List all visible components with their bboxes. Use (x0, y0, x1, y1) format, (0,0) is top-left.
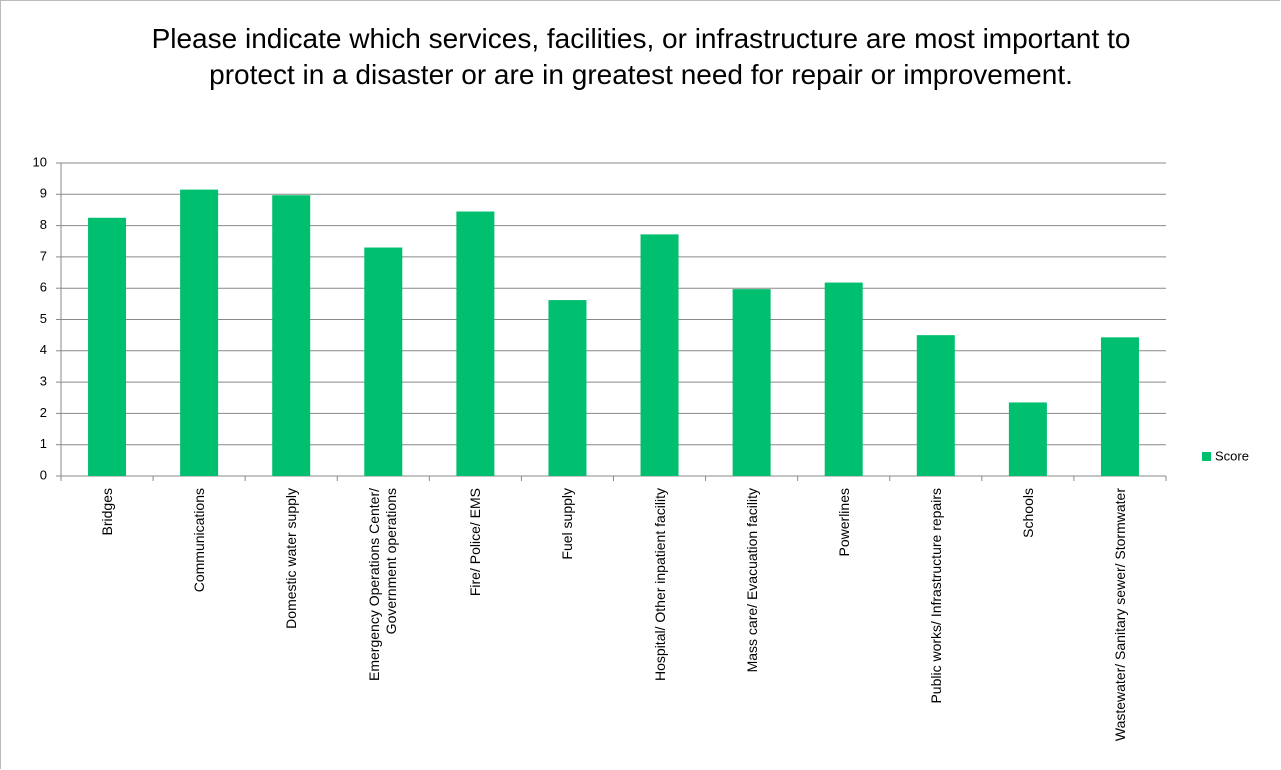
y-tick-label: 9 (40, 186, 47, 201)
bar (824, 282, 863, 476)
y-tick-label: 7 (40, 248, 47, 263)
x-tick-label: Emergency Operations Center/ Government … (366, 488, 400, 681)
y-tick-label: 1 (40, 436, 47, 451)
x-tick-label: Wastewater/ Sanitary sewer/ Stormwater (1111, 488, 1128, 742)
x-tick-label: Mass care/ Evacuation facility (743, 488, 760, 673)
bar (88, 217, 127, 476)
y-tick-label: 6 (40, 280, 47, 295)
bar (1008, 402, 1047, 476)
x-tick-label: Schools (1019, 488, 1036, 538)
bar (640, 234, 679, 476)
x-tick-label: Fuel supply (558, 488, 575, 560)
legend-label: Score (1215, 448, 1249, 463)
bar (548, 300, 587, 476)
bar (916, 335, 955, 476)
x-tick-label: Public works/ Infrastructure repairs (927, 488, 944, 704)
chart-title: Please indicate which services, faciliti… (151, 23, 1131, 90)
x-tick-label: Hospital/ Other inpatient facility (651, 488, 668, 681)
y-tick-label: 3 (40, 374, 47, 389)
y-tick-label: 4 (40, 342, 47, 357)
bar (364, 247, 403, 476)
bar (1100, 337, 1139, 476)
y-tick-label: 2 (40, 405, 47, 420)
legend-swatch (1202, 452, 1211, 461)
x-tick-label: Bridges (98, 488, 115, 536)
y-tick-label: 5 (40, 311, 47, 326)
bar (456, 211, 495, 476)
bar (272, 195, 311, 476)
x-tick-label: Fire/ Police/ EMS (466, 488, 483, 597)
x-tick-label: Communications (190, 488, 207, 593)
bar (180, 189, 219, 477)
bar (732, 289, 771, 476)
x-tick-label: Powerlines (835, 488, 852, 557)
y-tick-label: 8 (40, 217, 47, 232)
x-tick-label: Domestic water supply (282, 488, 299, 629)
y-tick-label: 0 (40, 467, 47, 482)
y-tick-label: 10 (33, 154, 47, 169)
